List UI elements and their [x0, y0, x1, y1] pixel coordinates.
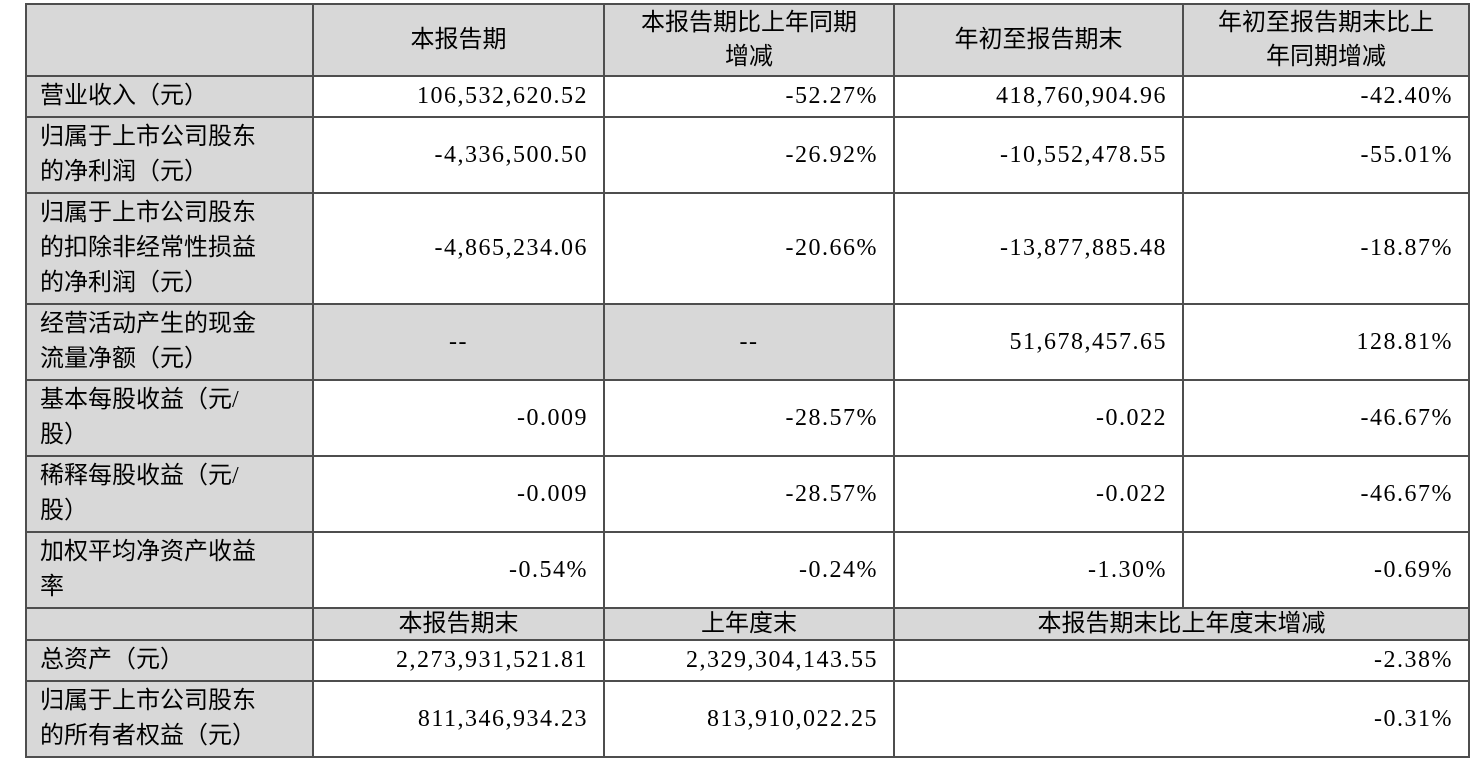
- row-label: 稀释每股收益（元/ 股）: [25, 455, 314, 533]
- subheader-change-vs-prev-year-end: 本报告期末比上年度末增减: [893, 607, 1470, 641]
- value-ytd: -0.022: [893, 379, 1184, 457]
- row-label: 总资产（元）: [25, 639, 314, 682]
- row-label: 加权平均净资产收益 率: [25, 531, 314, 609]
- value-yoy: -52.27%: [603, 75, 895, 118]
- table-row-weighted-avg-roe: 加权平均净资产收益 率 -0.54% -0.24% -1.30% -0.69%: [25, 531, 1470, 609]
- value-prev-year-end: 2,329,304,143.55: [603, 639, 895, 682]
- table-row-net-profit: 归属于上市公司股东 的净利润（元） -4,336,500.50 -26.92% …: [25, 116, 1470, 194]
- value-ytd-yoy: 128.81%: [1182, 303, 1470, 381]
- value-yoy: -0.24%: [603, 531, 895, 609]
- row-label: 基本每股收益（元/ 股）: [25, 379, 314, 457]
- value-current: 106,532,620.52: [312, 75, 605, 118]
- value-ytd: -1.30%: [893, 531, 1184, 609]
- value-period-end: 811,346,934.23: [312, 680, 605, 758]
- value-ytd-yoy: -55.01%: [1182, 116, 1470, 194]
- row-label: 归属于上市公司股东 的净利润（元）: [25, 116, 314, 194]
- value-current: -0.009: [312, 379, 605, 457]
- subheader-empty-cell: [25, 607, 314, 641]
- value-ytd: -13,877,885.48: [893, 192, 1184, 305]
- value-current: -4,865,234.06: [312, 192, 605, 305]
- header-current-period: 本报告期: [312, 3, 605, 77]
- subheader-current-period-end: 本报告期末: [312, 607, 605, 641]
- header-current-period-yoy: 本报告期比上年同期 增减: [603, 3, 895, 77]
- header-empty-cell: [25, 3, 314, 77]
- value-period-end: 2,273,931,521.81: [312, 639, 605, 682]
- financial-summary-table: 本报告期 本报告期比上年同期 增减 年初至报告期末 年初至报告期末比上 年同期增…: [25, 3, 1470, 758]
- value-yoy: -20.66%: [603, 192, 895, 305]
- value-yoy: -26.92%: [603, 116, 895, 194]
- value-ytd: 418,760,904.96: [893, 75, 1184, 118]
- row-label: 营业收入（元）: [25, 75, 314, 118]
- value-ytd-yoy: -42.40%: [1182, 75, 1470, 118]
- value-ytd-yoy: -46.67%: [1182, 379, 1470, 457]
- subheader-prev-year-end: 上年度末: [603, 607, 895, 641]
- value-current: -0.54%: [312, 531, 605, 609]
- period-end-header-row: 本报告期末 上年度末 本报告期末比上年度末增减: [25, 607, 1470, 641]
- value-current: -4,336,500.50: [312, 116, 605, 194]
- value-change: -0.31%: [893, 680, 1470, 758]
- value-yoy-na: --: [603, 303, 895, 381]
- value-current: -0.009: [312, 455, 605, 533]
- table-row-revenue: 营业收入（元） 106,532,620.52 -52.27% 418,760,9…: [25, 75, 1470, 118]
- value-ytd-yoy: -46.67%: [1182, 455, 1470, 533]
- value-ytd-yoy: -0.69%: [1182, 531, 1470, 609]
- table-row-operating-cash-flow: 经营活动产生的现金 流量净额（元） -- -- 51,678,457.65 12…: [25, 303, 1470, 381]
- header-year-to-date: 年初至报告期末: [893, 3, 1184, 77]
- value-yoy: -28.57%: [603, 455, 895, 533]
- row-label: 归属于上市公司股东 的所有者权益（元）: [25, 680, 314, 758]
- value-ytd-yoy: -18.87%: [1182, 192, 1470, 305]
- table-row-shareholders-equity: 归属于上市公司股东 的所有者权益（元） 811,346,934.23 813,9…: [25, 680, 1470, 758]
- value-current-na: --: [312, 303, 605, 381]
- value-ytd: -0.022: [893, 455, 1184, 533]
- table-row-diluted-eps: 稀释每股收益（元/ 股） -0.009 -28.57% -0.022 -46.6…: [25, 455, 1470, 533]
- table-row-net-profit-excl-nonrecurring: 归属于上市公司股东 的扣除非经常性损益 的净利润（元） -4,865,234.0…: [25, 192, 1470, 305]
- value-ytd: 51,678,457.65: [893, 303, 1184, 381]
- value-yoy: -28.57%: [603, 379, 895, 457]
- table-row-total-assets: 总资产（元） 2,273,931,521.81 2,329,304,143.55…: [25, 639, 1470, 682]
- value-ytd: -10,552,478.55: [893, 116, 1184, 194]
- value-change: -2.38%: [893, 639, 1470, 682]
- table-row-basic-eps: 基本每股收益（元/ 股） -0.009 -28.57% -0.022 -46.6…: [25, 379, 1470, 457]
- row-label: 经营活动产生的现金 流量净额（元）: [25, 303, 314, 381]
- period-header-row: 本报告期 本报告期比上年同期 增减 年初至报告期末 年初至报告期末比上 年同期增…: [25, 3, 1470, 77]
- row-label: 归属于上市公司股东 的扣除非经常性损益 的净利润（元）: [25, 192, 314, 305]
- header-year-to-date-yoy: 年初至报告期末比上 年同期增减: [1182, 3, 1470, 77]
- value-prev-year-end: 813,910,022.25: [603, 680, 895, 758]
